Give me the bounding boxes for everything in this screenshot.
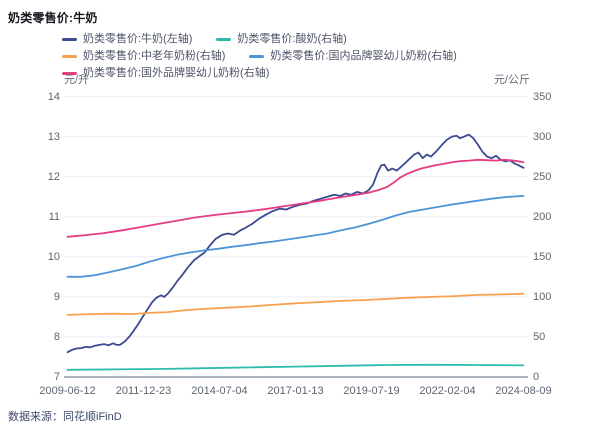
legend-item-1[interactable]: 奶类零售价:酸奶(右轴) <box>216 33 347 46</box>
x-axis-tick: 2019-07-19 <box>343 385 400 397</box>
left-axis-tick: 14 <box>47 90 60 103</box>
legend-swatch-icon <box>62 38 77 41</box>
x-axis-tick: 2017-01-13 <box>267 385 324 397</box>
x-axis-tick: 2014-07-04 <box>191 385 248 397</box>
left-axis-tick: 8 <box>53 330 60 343</box>
left-axis-tick: 10 <box>47 250 60 263</box>
right-axis-tick: 50 <box>533 330 546 343</box>
right-axis-tick: 200 <box>533 210 552 223</box>
series-line-3 <box>66 194 525 278</box>
legend-swatch-icon <box>249 55 265 58</box>
left-axis-tick: 12 <box>47 170 60 183</box>
x-axis-tick: 2009-06-12 <box>39 385 96 397</box>
right-axis-tick: 100 <box>533 290 552 303</box>
left-axis-tick: 11 <box>48 210 60 223</box>
right-axis-tick: 350 <box>533 90 552 103</box>
legend-label: 奶类零售价:酸奶(右轴) <box>237 33 347 45</box>
legend-swatch-icon <box>62 72 77 75</box>
x-axis-tick: 2011-12-23 <box>115 385 172 397</box>
data-source-label: 数据来源：同花顺iFinD <box>8 411 122 423</box>
legend-item-2[interactable]: 奶类零售价:中老年奶粉(右轴) <box>62 50 225 63</box>
legend-item-3[interactable]: 奶类零售价:国内品牌婴幼儿奶粉(右轴) <box>249 50 457 63</box>
legend-item-4[interactable]: 奶类零售价:国外品牌婴幼儿奶粉(右轴) <box>62 67 269 80</box>
legend-label: 奶类零售价:国内品牌婴幼儿奶粉(右轴) <box>270 50 457 62</box>
legend-swatch-icon <box>216 38 232 41</box>
legend-label: 奶类零售价:中老年奶粉(右轴) <box>83 50 226 62</box>
x-axis-tick: 2022-02-04 <box>419 385 476 397</box>
left-axis-tick: 13 <box>47 130 60 143</box>
series-line-1 <box>66 363 525 371</box>
right-axis-unit-label: 元/公斤 <box>493 74 530 86</box>
series-line-0 <box>66 133 525 354</box>
x-axis-tick: 2024-08-09 <box>495 385 552 397</box>
left-axis-tick: 9 <box>53 290 60 303</box>
right-axis-tick: 300 <box>533 130 552 143</box>
page-title: 奶类零售价:牛奶 <box>8 11 98 25</box>
right-axis-tick: 0 <box>533 371 540 383</box>
right-axis-tick: 150 <box>533 250 552 263</box>
series-line-4 <box>66 158 525 238</box>
legend-label: 奶类零售价:牛奶(左轴) <box>83 33 193 45</box>
legend-swatch-icon <box>62 55 77 58</box>
series-line-2 <box>66 292 525 316</box>
legend-label: 奶类零售价:国外品牌婴幼儿奶粉(右轴) <box>83 67 270 79</box>
left-axis-unit-label: 元/升 <box>64 74 90 86</box>
right-axis-tick: 250 <box>533 170 552 183</box>
legend: 奶类零售价:牛奶(左轴) 奶类零售价:酸奶(右轴) 奶类零售价:中老年奶粉(右轴) 奶… <box>62 33 532 80</box>
legend-item-0[interactable]: 奶类零售价:牛奶(左轴) <box>62 33 192 46</box>
left-axis-tick: 7 <box>53 371 60 383</box>
